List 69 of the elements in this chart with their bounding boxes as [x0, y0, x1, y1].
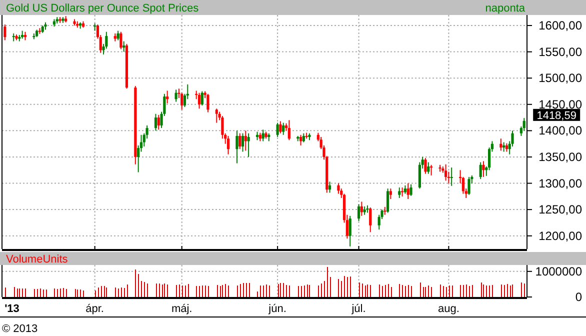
- y-tick-label: 1000000: [535, 264, 582, 278]
- y-tick-label: 1200,00: [538, 228, 582, 243]
- candlestick: [482, 160, 485, 178]
- candlestick: [262, 129, 264, 142]
- candlestick: [389, 188, 392, 200]
- candlestick: [206, 93, 210, 113]
- candlestick: [94, 22, 96, 32]
- candlestick: [386, 188, 390, 214]
- candlestick: [357, 204, 360, 222]
- candlestick: [348, 215, 352, 247]
- y-tick-label: 1550,00: [538, 44, 582, 59]
- candlestick: [288, 120, 290, 141]
- candlestick: [247, 132, 250, 158]
- x-tick-label: júl.: [350, 303, 366, 315]
- candlestick: [236, 130, 238, 164]
- candlestick: [180, 92, 184, 110]
- candlestick: [4, 24, 6, 41]
- candlestick: [468, 176, 470, 196]
- y-tick-label: 1450,00: [538, 97, 582, 112]
- candlestick: [241, 132, 244, 152]
- x-tick-label: jún.: [268, 303, 286, 315]
- candlestick: [360, 201, 363, 216]
- candlestick: [450, 166, 453, 186]
- candlestick: [299, 134, 302, 146]
- candlestick: [279, 120, 282, 134]
- candlestick: [479, 162, 482, 180]
- candlestick: [369, 206, 372, 233]
- candlestick: [406, 182, 410, 200]
- candlestick: [238, 132, 242, 150]
- y-tick-label: 1350,00: [538, 150, 582, 164]
- chart-title: VolumeUnits: [6, 254, 68, 266]
- candlestick: [226, 135, 230, 155]
- candlestick: [215, 108, 218, 124]
- candlestick: [157, 114, 160, 130]
- y-tick-label: 1250,00: [538, 202, 582, 217]
- chart-title: Gold US Dollars per Ounce Spot Prices: [6, 2, 200, 14]
- candlestick: [500, 138, 502, 152]
- x-tick-label: máj.: [171, 303, 192, 315]
- candlestick: [328, 181, 332, 194]
- y-tick-label: 0: [575, 290, 582, 304]
- candlestick: [410, 184, 412, 196]
- x-tick-label: '13: [4, 303, 20, 315]
- candlestick: [424, 158, 427, 174]
- candlestick: [174, 89, 178, 102]
- annotation: 1418,59: [536, 110, 576, 122]
- candlestick: [427, 162, 430, 174]
- y-tick-label: 1600,00: [538, 18, 582, 33]
- x-tick-label: ápr.: [86, 303, 104, 315]
- candlestick: [430, 164, 433, 176]
- candlestick: [276, 122, 279, 138]
- candlestick: [337, 182, 340, 194]
- candlestick: [244, 130, 247, 152]
- candlestick: [122, 40, 126, 52]
- chart-subtitle: naponta: [485, 2, 526, 14]
- candlestick: [116, 30, 120, 41]
- candlestick: [398, 186, 401, 198]
- candlestick: [198, 92, 201, 110]
- x-tick-label: aug.: [438, 303, 460, 315]
- y-tick-label: 1300,00: [538, 176, 582, 190]
- candlestick: [444, 164, 448, 182]
- candlestick: [200, 90, 204, 106]
- candlestick: [166, 90, 169, 104]
- candlestick: [120, 31, 122, 50]
- text: © 2013: [2, 323, 38, 335]
- candlestick: [154, 113, 158, 132]
- y-tick-label: 1400,00: [538, 124, 582, 138]
- candlestick: [502, 142, 506, 152]
- candlestick: [282, 122, 285, 136]
- y-tick-label: 1500,00: [538, 71, 582, 86]
